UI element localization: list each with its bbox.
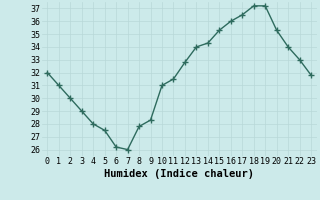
X-axis label: Humidex (Indice chaleur): Humidex (Indice chaleur) bbox=[104, 169, 254, 179]
